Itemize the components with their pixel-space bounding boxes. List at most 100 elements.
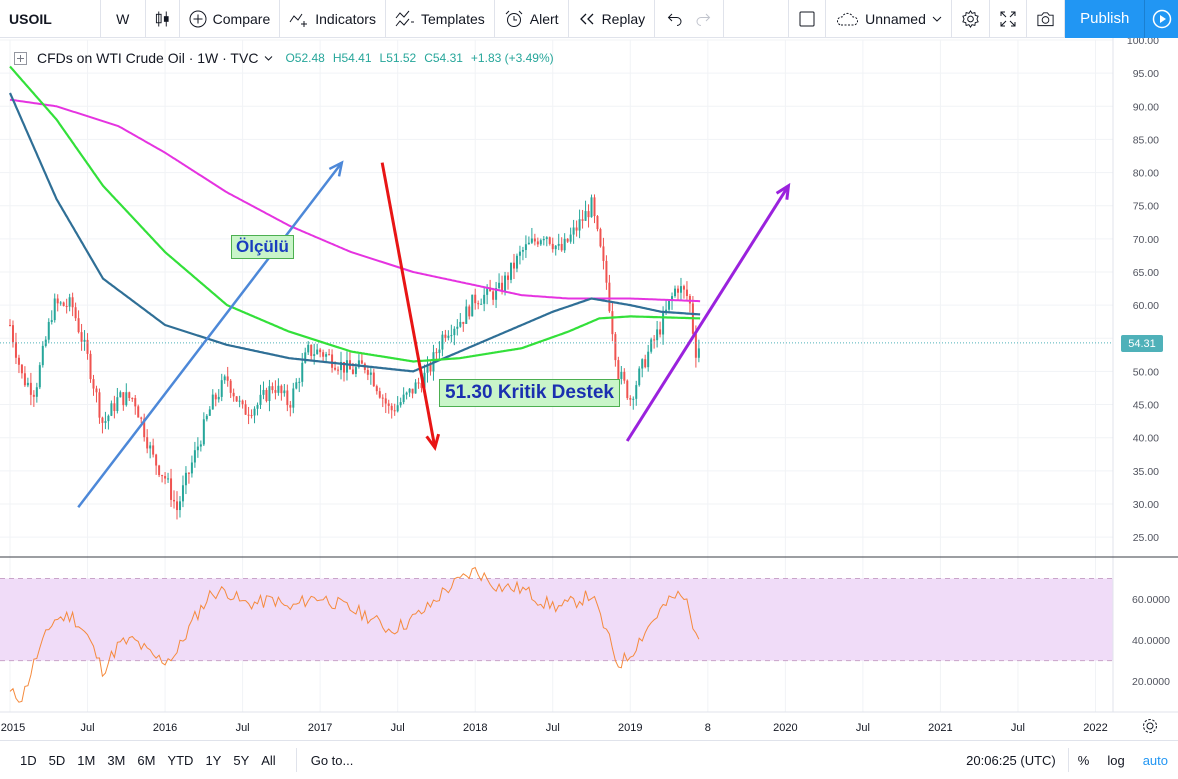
candle-body (146, 437, 149, 449)
fullscreen-mode-button[interactable] (788, 0, 827, 38)
candle-body (462, 321, 465, 324)
symbol-search[interactable]: USOIL (0, 0, 101, 38)
candle-body (390, 405, 393, 411)
chevron-down-icon[interactable] (264, 55, 273, 62)
range-all[interactable]: All (261, 752, 276, 768)
rsi-panel (9, 566, 700, 703)
candle-body (205, 415, 208, 420)
legend-change: +1.83 (+3.49%) (470, 51, 554, 65)
layout-save-button[interactable]: Unnamed (826, 0, 952, 38)
candle-body (35, 387, 38, 397)
candle-body (265, 389, 268, 401)
chart-style-button[interactable] (146, 0, 180, 38)
range-1y[interactable]: 1Y (205, 752, 222, 768)
utc-clock[interactable]: 20:06:25 (UTC) (954, 748, 1069, 772)
candle-body (342, 361, 345, 373)
candle-body (623, 371, 626, 381)
symbol-label: USOIL (9, 10, 52, 27)
range-1d[interactable]: 1D (20, 752, 37, 768)
rewind-icon (579, 13, 594, 24)
undo-button[interactable] (655, 0, 689, 38)
percent-scale-toggle[interactable]: % (1077, 752, 1090, 768)
candle-body (402, 394, 405, 403)
candle-body (253, 408, 256, 416)
candle-body (477, 303, 480, 305)
interval-button[interactable]: W (101, 0, 146, 38)
range-5y[interactable]: 5Y (233, 752, 250, 768)
candle-body (530, 238, 533, 243)
candle-body (584, 211, 587, 221)
candle-body (581, 219, 584, 221)
range-6m[interactable]: 6M (137, 752, 156, 768)
candle-body (316, 349, 319, 355)
candle-body (456, 326, 459, 329)
compare-button[interactable]: Compare (180, 0, 281, 38)
candle-body (113, 403, 116, 412)
candle-body (220, 380, 223, 397)
fullscreen-button[interactable] (990, 0, 1028, 38)
range-ytd[interactable]: YTD (167, 752, 194, 768)
redo-button[interactable] (689, 0, 725, 38)
play-button[interactable] (1145, 0, 1178, 38)
snapshot-button[interactable] (1027, 0, 1066, 38)
candle-body (384, 398, 387, 404)
price-chart[interactable]: 100.00 95.00 90.00 85.00 80.00 75.00 70.00 65.0… (0, 38, 1178, 740)
candle-body (140, 417, 143, 419)
candle-body (447, 335, 450, 338)
candle-body (9, 325, 11, 327)
time-tick-label: 2018 (463, 722, 487, 734)
candle-body (620, 371, 623, 379)
candle-body (414, 382, 417, 394)
indicators-button[interactable]: Indicators (280, 0, 386, 38)
candle-body (14, 342, 17, 358)
candle-body (381, 397, 384, 399)
candle-body (256, 404, 259, 409)
settings-button[interactable] (952, 0, 990, 38)
auto-scale-toggle[interactable]: auto (1142, 752, 1168, 768)
replay-button[interactable]: Replay (569, 0, 656, 38)
legend-low: L51.52 (379, 51, 417, 65)
templates-icon (395, 10, 414, 26)
gear-center (1146, 722, 1154, 730)
log-scale-toggle[interactable]: log (1107, 752, 1125, 768)
annotation-olculu[interactable]: Ölçülü (231, 235, 294, 259)
publish-button[interactable]: Publish (1065, 0, 1146, 38)
candle-body (152, 445, 155, 455)
candle-body (399, 402, 402, 406)
templates-button[interactable]: Templates (386, 0, 495, 38)
annotation-critical-support[interactable]: 51.30 Kritik Destek (439, 379, 620, 407)
price-tick-label: 100.00 (1127, 38, 1159, 47)
candle-body (611, 311, 614, 335)
price-tick-label: 25.00 (1133, 532, 1159, 544)
candle-body (131, 398, 134, 400)
candle-body (593, 197, 596, 217)
candle-body (408, 388, 411, 393)
price-tick-label: 75.00 (1133, 201, 1159, 213)
candle-body (170, 478, 173, 500)
legend-title[interactable]: CFDs on WTI Crude Oil · 1W · TVC (37, 50, 259, 66)
candle-body (533, 238, 536, 242)
range-1m[interactable]: 1M (77, 752, 96, 768)
chart-legend: CFDs on WTI Crude Oil · 1W · TVC O52.48 … (14, 50, 554, 66)
camera-icon (1037, 11, 1054, 26)
candle-body (572, 227, 575, 235)
candle-body (548, 237, 551, 244)
candle-body (158, 465, 161, 476)
range-3m[interactable]: 3M (107, 752, 126, 768)
candle-body (608, 282, 611, 312)
candle-body (599, 229, 602, 247)
candle-body (310, 344, 313, 356)
candle-body (420, 383, 423, 388)
square-icon (799, 11, 815, 26)
candle-body (331, 354, 334, 368)
candle-body (578, 219, 581, 231)
candle-body (143, 418, 146, 438)
scale-settings-gear-icon[interactable] (1143, 719, 1157, 733)
legend-ohlc: O52.48 H54.41 L51.52 C54.31 +1.83 (+3.49… (285, 51, 553, 65)
candle-body (128, 392, 131, 399)
alert-button[interactable]: Alert (495, 0, 569, 38)
goto-date-button[interactable]: Go to... (295, 748, 353, 772)
candle-body (319, 349, 322, 353)
range-5d[interactable]: 5D (48, 752, 66, 768)
collapse-legend-icon[interactable] (14, 51, 27, 65)
